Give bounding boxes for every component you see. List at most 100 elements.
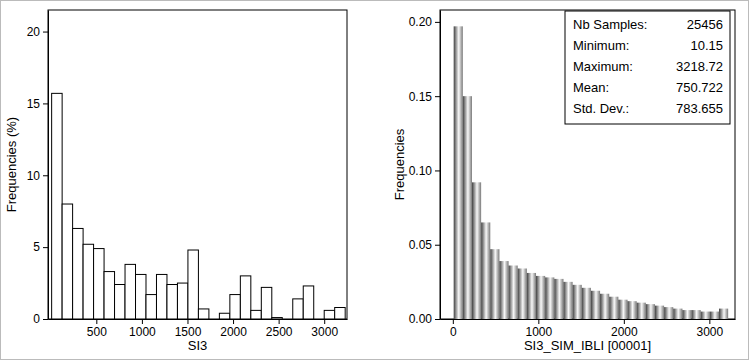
- histogram-bar: [94, 249, 104, 319]
- y-axis-tick-mark: [435, 245, 440, 246]
- bars: [52, 93, 346, 319]
- y-axis-tick: 0.20: [409, 15, 440, 29]
- histogram-bar: [230, 295, 240, 319]
- y-axis-tick-mark: [43, 175, 48, 176]
- x-axis-tick: 2500: [266, 319, 293, 339]
- histogram-bar: [673, 309, 682, 319]
- histogram-bar: [545, 277, 554, 319]
- y-axis-tick-mark: [435, 22, 440, 23]
- y-axis-tick: 0.00: [409, 312, 440, 326]
- histogram-bar: [219, 313, 229, 319]
- x-axis-tick-label: 1500: [175, 325, 202, 339]
- x-axis-tick-label: 1000: [525, 325, 552, 339]
- x-axis-tick-label: 3000: [696, 325, 723, 339]
- histogram-bar: [198, 309, 208, 319]
- histogram-bar: [618, 300, 627, 319]
- histogram-bar: [509, 266, 518, 319]
- plot-frame: [440, 10, 735, 319]
- histogram-bar: [167, 285, 177, 319]
- histogram-bar: [104, 272, 114, 319]
- histogram-bar: [251, 310, 261, 319]
- y-axis-tick: 5: [33, 240, 48, 254]
- histogram-bar: [240, 276, 250, 319]
- x-axis-tick-label: 3000: [311, 325, 338, 339]
- x-axis-tick-mark: [279, 319, 280, 324]
- histogram-bar: [177, 283, 187, 319]
- x-axis-tick: 3000: [311, 319, 338, 339]
- x-axis-tick: 2000: [611, 319, 638, 339]
- x-axis-tick-label: 500: [87, 325, 107, 339]
- histogram-bar: [282, 319, 292, 320]
- histogram-bar: [646, 304, 655, 319]
- stats-label: Nb Samples:: [573, 17, 647, 32]
- y-axis-tick: 10: [27, 169, 48, 183]
- x-axis-tick: 3000: [696, 319, 723, 339]
- histogram-bar: [136, 274, 146, 319]
- histogram-bar: [719, 309, 728, 319]
- histogram-bar: [628, 301, 637, 319]
- y-axis-tick-mark: [43, 32, 48, 33]
- stats-value: 25456: [687, 17, 723, 32]
- x-axis-tick-mark: [624, 319, 625, 324]
- histogram-bar: [83, 244, 93, 319]
- histogram-bar: [573, 285, 582, 319]
- x-axis-tick-label: 2000: [220, 325, 247, 339]
- histogram-bar: [62, 204, 72, 319]
- figure-border: [1, 1, 749, 360]
- x-axis-tick: 1000: [129, 319, 156, 339]
- x-axis-tick-mark: [324, 319, 325, 324]
- histogram-bar: [582, 288, 591, 319]
- y-axis-tick-label: 0.05: [409, 238, 433, 252]
- y-axis-tick-label: 0.10: [409, 164, 433, 178]
- y-axis-tick-mark: [435, 319, 440, 320]
- histogram-bar: [710, 312, 719, 319]
- histogram-bar: [146, 295, 156, 319]
- histogram-bar: [156, 274, 166, 319]
- stats-value: 750.722: [676, 80, 723, 95]
- x-axis-tick-mark: [96, 319, 97, 324]
- figure: 500 1000 1500 2000 2500 3000 0 5 10 15 20 SI3 Freque…: [0, 0, 749, 360]
- histogram-bar: [188, 250, 198, 319]
- histogram-panel: 500 1000 1500 2000 2500 3000 0 5 10 15 20 SI3 Freque…: [4, 10, 348, 353]
- histogram-bar: [463, 96, 472, 319]
- x-axis-tick-mark: [538, 319, 539, 324]
- x-axis: 500 1000 1500 2000 2500 3000: [49, 319, 348, 339]
- y-axis-tick: 15: [27, 97, 48, 111]
- histogram-bar: [272, 318, 282, 319]
- x-axis-title: SI3: [188, 338, 208, 353]
- y-axis-line: [48, 11, 49, 320]
- stats-label: Minimum:: [573, 38, 629, 53]
- y-axis-line: [440, 11, 441, 320]
- histogram-bar: [692, 310, 701, 319]
- x-axis-tick-label: 2500: [266, 325, 293, 339]
- x-axis: 0100020003000: [441, 319, 736, 339]
- y-axis-tick-mark: [435, 96, 440, 97]
- histogram-bar: [481, 222, 490, 319]
- y-axis-tick-label: 20: [27, 25, 41, 39]
- y-axis-tick-label: 0: [33, 312, 40, 326]
- y-axis-title: Frequencies (%): [4, 117, 19, 212]
- y-axis: 0 5 10 15 20: [27, 11, 49, 327]
- y-axis-tick: 0: [33, 312, 48, 326]
- histogram-bar: [536, 276, 545, 319]
- y-axis-tick: 20: [27, 25, 48, 39]
- y-axis-tick-label: 0.00: [409, 312, 433, 326]
- stats-box: Nb Samples:25456Minimum:10.15Maximum:321…: [565, 11, 730, 124]
- histogram-bar: [490, 249, 499, 319]
- histogram-bar: [701, 312, 710, 319]
- histogram-bar: [52, 93, 62, 319]
- stats-label: Std. Dev.:: [573, 101, 629, 116]
- y-axis-title: Frequencies: [392, 128, 407, 200]
- x-axis-tick: 1500: [175, 319, 202, 339]
- x-axis-line: [49, 319, 348, 320]
- y-axis-tick-label: 15: [27, 97, 41, 111]
- stats-value: 3218.72: [676, 59, 723, 74]
- x-axis-tick-mark: [709, 319, 710, 324]
- histogram-bar: [527, 273, 536, 319]
- x-axis-line: [441, 319, 736, 320]
- histogram-bar: [73, 228, 83, 319]
- histogram-bar: [335, 308, 345, 319]
- histogram-bar: [591, 291, 600, 319]
- x-axis-tick-mark: [233, 319, 234, 324]
- stats-value: 10.15: [690, 38, 723, 53]
